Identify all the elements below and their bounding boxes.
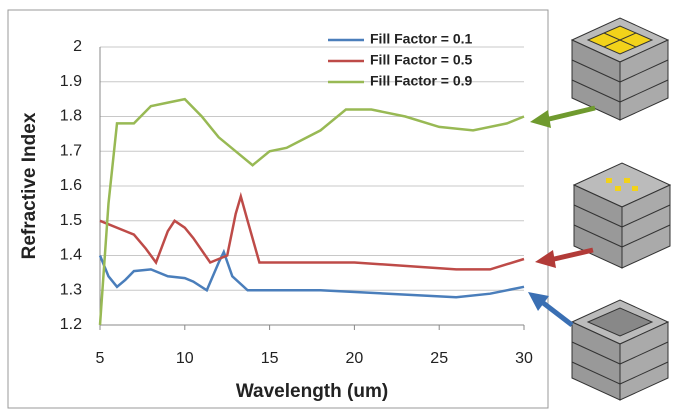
x-tick-label: 30 bbox=[515, 350, 533, 367]
y-tick-label: 1.8 bbox=[60, 108, 82, 125]
y-tick-label: 1.7 bbox=[60, 142, 82, 159]
y-tick-label: 1.2 bbox=[60, 316, 82, 333]
y-tick-label: 1.5 bbox=[60, 212, 82, 229]
legend-label: Fill Factor = 0.5 bbox=[370, 52, 473, 68]
y-tick-label: 2 bbox=[73, 38, 82, 55]
y-tick-label: 1.9 bbox=[60, 73, 82, 90]
structure-bottom bbox=[572, 300, 668, 400]
legend-label: Fill Factor = 0.9 bbox=[370, 73, 473, 89]
page: {"chart_data": {"type": "line", "x_label… bbox=[0, 0, 688, 420]
chart: Wavelength (um) Refractive Index 1.2 1.3 1… bbox=[0, 0, 688, 420]
y-tick-label: 1.6 bbox=[60, 177, 82, 194]
structure-top bbox=[572, 18, 668, 120]
chart-border bbox=[8, 10, 548, 408]
y-tick-label: 1.4 bbox=[60, 247, 82, 264]
legend-label: Fill Factor = 0.1 bbox=[370, 31, 473, 47]
y-axis-title: Refractive Index bbox=[19, 112, 40, 259]
x-tick-label: 10 bbox=[176, 350, 194, 367]
y-tick-label: 1.3 bbox=[60, 281, 82, 298]
x-axis-title: Wavelength (um) bbox=[236, 381, 388, 402]
x-tick-label: 15 bbox=[261, 350, 279, 367]
x-tick-label: 20 bbox=[346, 350, 364, 367]
x-tick-label: 25 bbox=[430, 350, 448, 367]
x-tick-label: 5 bbox=[96, 350, 105, 367]
